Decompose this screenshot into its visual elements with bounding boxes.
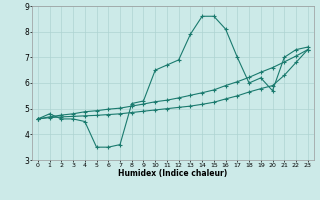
- X-axis label: Humidex (Indice chaleur): Humidex (Indice chaleur): [118, 169, 228, 178]
